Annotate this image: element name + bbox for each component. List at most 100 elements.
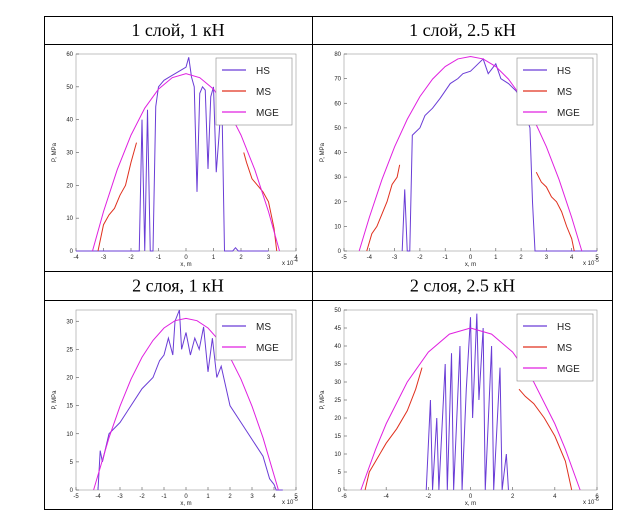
y-tick-label: 10 bbox=[66, 432, 73, 438]
x-tick-label: -3 bbox=[117, 494, 123, 500]
x-exponent-power: -4 bbox=[293, 258, 298, 264]
x-tick-label: 5 bbox=[595, 255, 599, 261]
x-exponent: x 10-5 bbox=[583, 258, 599, 267]
x-tick-label: -3 bbox=[392, 255, 398, 261]
y-axis-label: P, MPa bbox=[320, 142, 326, 162]
y-tick-label: 30 bbox=[66, 319, 73, 325]
x-tick-label: 1 bbox=[206, 494, 210, 500]
x-tick-label: 3 bbox=[267, 255, 271, 261]
x-tick-label: -4 bbox=[367, 255, 373, 261]
panel-title: 1 слой, 1 кН bbox=[131, 20, 224, 40]
y-tick-label: 10 bbox=[334, 452, 341, 458]
x-tick-label: -5 bbox=[341, 255, 347, 261]
x-exponent-power: -6 bbox=[594, 497, 599, 503]
y-tick-label: 25 bbox=[334, 398, 341, 404]
series-line bbox=[360, 327, 581, 491]
panel-title: 2 слоя, 1 кН bbox=[132, 276, 224, 296]
y-tick-label: 60 bbox=[66, 52, 73, 58]
legend-label: MGE bbox=[256, 343, 279, 354]
y-tick-label: 15 bbox=[66, 404, 73, 410]
x-exponent-base: x 10 bbox=[583, 500, 595, 506]
series-line bbox=[364, 367, 573, 491]
y-tick-label: 80 bbox=[334, 52, 341, 58]
x-tick-label: -5 bbox=[73, 494, 79, 500]
x-axis-label: x, m bbox=[180, 501, 191, 507]
x-exponent-base: x 10 bbox=[583, 261, 595, 267]
legend-label: MGE bbox=[557, 108, 580, 119]
y-axis-label: P, MPa bbox=[320, 390, 326, 410]
y-tick-label: 50 bbox=[334, 308, 341, 314]
series-line bbox=[425, 313, 509, 491]
y-tick-label: 30 bbox=[334, 175, 341, 181]
x-tick-label: -6 bbox=[341, 494, 347, 500]
x-tick-label: 0 bbox=[184, 255, 188, 261]
x-tick-label: 0 bbox=[469, 255, 473, 261]
y-tick-label: 15 bbox=[334, 434, 341, 440]
x-tick-label: 1 bbox=[494, 255, 498, 261]
x-exponent: x 10-6 bbox=[583, 497, 599, 506]
panel-title: 1 слой, 2.5 кН bbox=[409, 20, 516, 40]
x-tick-label: 0 bbox=[184, 494, 188, 500]
x-tick-label: -1 bbox=[161, 494, 167, 500]
y-tick-label: 60 bbox=[334, 101, 341, 107]
x-tick-label: 0 bbox=[469, 494, 473, 500]
y-tick-label: 25 bbox=[66, 347, 73, 353]
y-axis-label: P, MPa bbox=[52, 390, 58, 410]
legend-label: MS bbox=[557, 87, 572, 98]
y-tick-label: 40 bbox=[334, 151, 341, 157]
legend-box bbox=[215, 313, 293, 361]
legend-label: HS bbox=[557, 322, 571, 333]
y-tick-label: 30 bbox=[66, 151, 73, 157]
x-tick-label: 2 bbox=[511, 494, 515, 500]
x-tick-label: 2 bbox=[519, 255, 523, 261]
y-tick-label: 5 bbox=[70, 460, 74, 466]
x-exponent-power: -5 bbox=[293, 497, 298, 503]
legend-label: MGE bbox=[557, 364, 580, 375]
series-line bbox=[97, 142, 278, 252]
y-tick-label: 20 bbox=[66, 183, 73, 189]
series-line bbox=[366, 164, 575, 252]
y-tick-label: 50 bbox=[334, 126, 341, 132]
y-tick-label: 40 bbox=[66, 118, 73, 124]
legend-label: MS bbox=[256, 87, 271, 98]
y-tick-label: 20 bbox=[66, 376, 73, 382]
x-tick-label: -1 bbox=[443, 255, 449, 261]
x-tick-label: -2 bbox=[426, 494, 432, 500]
x-axis-label: x, m bbox=[465, 262, 476, 268]
x-axis-label: x, m bbox=[465, 501, 476, 507]
x-tick-label: 6 bbox=[595, 494, 599, 500]
legend-label: HS bbox=[256, 66, 270, 77]
y-tick-label: 10 bbox=[334, 224, 341, 230]
panel-title: 2 слоя, 2.5 кН bbox=[410, 276, 515, 296]
y-axis-label: P, MPa bbox=[52, 142, 58, 162]
x-tick-label: 4 bbox=[553, 494, 557, 500]
x-tick-label: -4 bbox=[383, 494, 389, 500]
series-line bbox=[93, 317, 279, 491]
x-tick-label: 2 bbox=[228, 494, 232, 500]
y-tick-label: 50 bbox=[66, 85, 73, 91]
x-exponent: x 10-5 bbox=[282, 497, 298, 506]
series-line bbox=[97, 309, 283, 491]
x-tick-label: -2 bbox=[417, 255, 423, 261]
y-tick-label: 45 bbox=[334, 326, 341, 332]
x-exponent-power: -5 bbox=[594, 258, 599, 264]
x-tick-label: -4 bbox=[95, 494, 101, 500]
y-tick-label: 0 bbox=[338, 249, 342, 255]
series-line bbox=[358, 55, 583, 252]
y-tick-label: 30 bbox=[334, 380, 341, 386]
y-tick-label: 0 bbox=[338, 488, 342, 494]
x-tick-label: -2 bbox=[139, 494, 145, 500]
x-tick-label: 3 bbox=[250, 494, 254, 500]
x-exponent-base: x 10 bbox=[282, 261, 294, 267]
x-tick-label: -2 bbox=[128, 255, 134, 261]
x-exponent-base: x 10 bbox=[282, 500, 294, 506]
x-tick-label: 3 bbox=[545, 255, 549, 261]
x-tick-label: -1 bbox=[156, 255, 162, 261]
y-tick-label: 10 bbox=[66, 216, 73, 222]
x-tick-label: 2 bbox=[239, 255, 243, 261]
x-axis-label: x, m bbox=[180, 262, 191, 268]
x-exponent: x 10-4 bbox=[282, 258, 298, 267]
series-line bbox=[92, 73, 280, 252]
y-tick-label: 35 bbox=[334, 362, 341, 368]
legend-label: MS bbox=[557, 343, 572, 354]
